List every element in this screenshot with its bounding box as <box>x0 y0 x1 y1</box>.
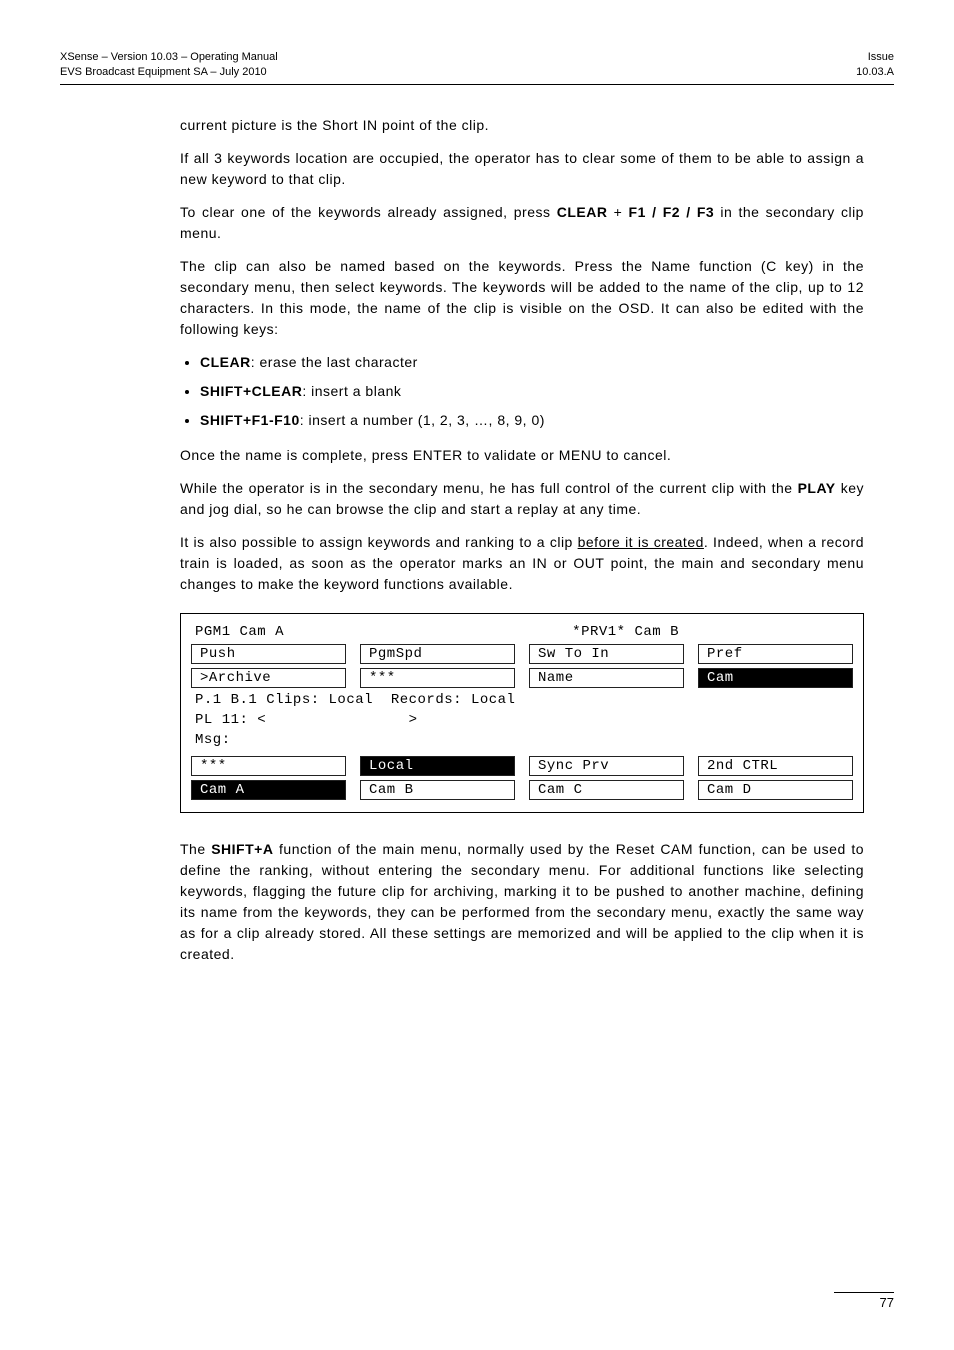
osd-button-row: *** Local Sync Prv 2nd CTRL <box>189 754 855 778</box>
paragraph: The SHIFT+A function of the main menu, n… <box>180 839 864 965</box>
text: To clear one of the keywords already ass… <box>180 204 557 220</box>
body-content: current picture is the Short IN point of… <box>180 115 864 965</box>
header-right-line1: Issue <box>868 51 894 63</box>
osd-button-row: >Archive *** Name Cam <box>189 666 855 690</box>
osd-button[interactable]: *** <box>360 668 515 688</box>
osd-button[interactable]: PgmSpd <box>360 644 515 664</box>
paragraph: current picture is the Short IN point of… <box>180 115 864 136</box>
text: function of the main menu, normally used… <box>180 841 864 962</box>
osd-title-right: *PRV1* Cam B <box>572 624 679 640</box>
osd-button[interactable]: Push <box>191 644 346 664</box>
paragraph: While the operator is in the secondary m… <box>180 478 864 520</box>
osd-status-line: Msg: <box>189 730 855 750</box>
text: : erase the last character <box>251 354 418 370</box>
page-number: 77 <box>834 1292 894 1310</box>
header-left-line2: EVS Broadcast Equipment SA – July 2010 <box>60 66 267 78</box>
osd-button[interactable]: Cam B <box>360 780 515 800</box>
header-right-line2: 10.03.A <box>856 66 894 78</box>
osd-title-left: PGM1 Cam A <box>195 624 284 640</box>
paragraph: Once the name is complete, press ENTER t… <box>180 445 864 466</box>
osd-panel: PGM1 Cam A *PRV1* Cam B Push PgmSpd Sw T… <box>180 613 864 813</box>
key-list: CLEAR: erase the last character SHIFT+CL… <box>180 352 864 431</box>
key-label: SHIFT+F1-F10 <box>200 412 300 428</box>
osd-button[interactable]: Cam D <box>698 780 853 800</box>
key-label: SHIFT+A <box>211 841 273 857</box>
osd-button[interactable]: Cam C <box>529 780 684 800</box>
underlined-text: before it is created <box>578 534 704 550</box>
osd-button[interactable]: >Archive <box>191 668 346 688</box>
osd-button-row: Push PgmSpd Sw To In Pref <box>189 642 855 666</box>
osd-button-selected[interactable]: Local <box>360 756 515 776</box>
paragraph: If all 3 keywords location are occupied,… <box>180 148 864 190</box>
osd-button[interactable]: *** <box>191 756 346 776</box>
osd-status-line: P.1 B.1 Clips: Local Records: Local <box>189 690 855 710</box>
list-item: SHIFT+F1-F10: insert a number (1, 2, 3, … <box>200 410 864 431</box>
header-right: Issue 10.03.A <box>856 50 894 80</box>
key-label: CLEAR <box>200 354 251 370</box>
list-item: CLEAR: erase the last character <box>200 352 864 373</box>
osd-button[interactable]: Pref <box>698 644 853 664</box>
page-header: XSense – Version 10.03 – Operating Manua… <box>60 50 894 85</box>
osd-button[interactable]: Name <box>529 668 684 688</box>
key-label: F1 / F2 / F3 <box>629 204 715 220</box>
text: : insert a number (1, 2, 3, …, 8, 9, 0) <box>300 412 545 428</box>
header-left-line1: XSense – Version 10.03 – Operating Manua… <box>60 51 278 63</box>
key-label: PLAY <box>798 480 836 496</box>
text: It is also possible to assign keywords a… <box>180 534 578 550</box>
osd-button[interactable]: Sw To In <box>529 644 684 664</box>
list-item: SHIFT+CLEAR: insert a blank <box>200 381 864 402</box>
osd-button-selected[interactable]: Cam <box>698 668 853 688</box>
paragraph: The clip can also be named based on the … <box>180 256 864 340</box>
osd-title-row: PGM1 Cam A *PRV1* Cam B <box>189 622 855 642</box>
osd-status-line: PL 11: < > <box>189 710 855 730</box>
text: The <box>180 841 211 857</box>
key-label: CLEAR <box>557 204 608 220</box>
header-left: XSense – Version 10.03 – Operating Manua… <box>60 50 278 80</box>
text: While the operator is in the secondary m… <box>180 480 798 496</box>
text: : insert a blank <box>302 383 401 399</box>
text: + <box>607 204 628 220</box>
osd-button[interactable]: Sync Prv <box>529 756 684 776</box>
paragraph: To clear one of the keywords already ass… <box>180 202 864 244</box>
paragraph: It is also possible to assign keywords a… <box>180 532 864 595</box>
osd-button-selected[interactable]: Cam A <box>191 780 346 800</box>
osd-button[interactable]: 2nd CTRL <box>698 756 853 776</box>
key-label: SHIFT+CLEAR <box>200 383 302 399</box>
osd-button-row: Cam A Cam B Cam C Cam D <box>189 778 855 802</box>
